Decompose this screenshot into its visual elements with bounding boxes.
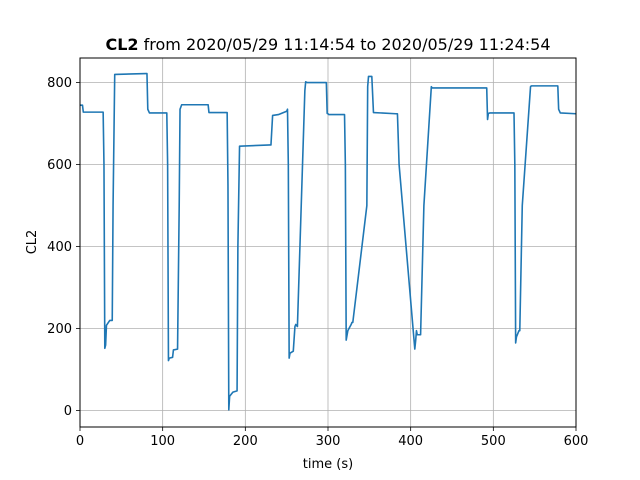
- x-tick-label: 300: [316, 434, 341, 449]
- series-group: [80, 72, 577, 411]
- series-line: [80, 72, 577, 411]
- x-tick-label: 600: [564, 434, 589, 449]
- chart-title: CL2 from 2020/05/29 11:14:54 to 2020/05/…: [105, 35, 550, 54]
- x-tick-label: 400: [398, 434, 423, 449]
- x-tick-label: 100: [150, 434, 175, 449]
- x-tick-label: 200: [233, 434, 258, 449]
- y-tick-label: 600: [47, 158, 72, 173]
- x-tick-label: 0: [76, 434, 84, 449]
- y-tick-label: 400: [47, 240, 72, 255]
- x-axis-label: time (s): [303, 457, 353, 472]
- grid-lines: [79, 58, 577, 427]
- chart-title-rest: from 2020/05/29 11:14:54 to 2020/05/29 1…: [139, 35, 551, 54]
- chart-title-bold: CL2: [105, 35, 138, 54]
- y-tick-label: 0: [64, 404, 72, 419]
- x-axis-ticks: 0 100 200 300 400 500 600: [76, 427, 589, 449]
- y-tick-label: 800: [47, 76, 72, 91]
- y-axis-ticks: 0 200 400 600 800: [47, 76, 80, 419]
- y-tick-label: 200: [47, 322, 72, 337]
- x-tick-label: 500: [481, 434, 506, 449]
- y-axis-label: CL2: [25, 230, 40, 255]
